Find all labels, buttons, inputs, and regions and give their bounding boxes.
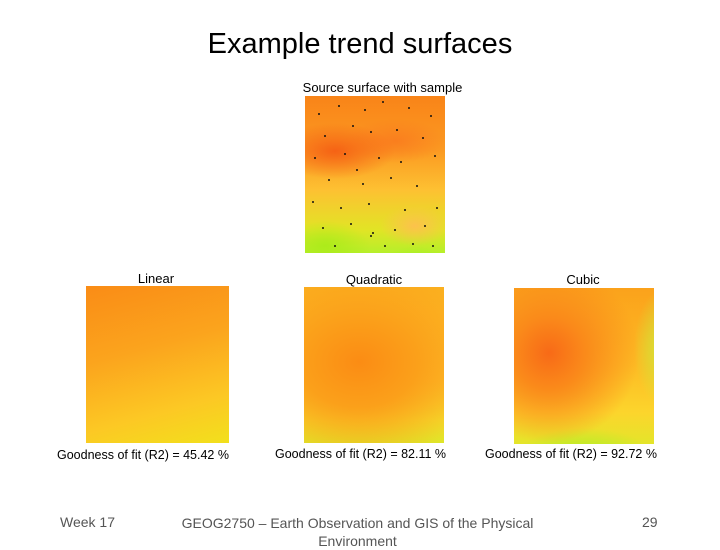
footer-page-number: 29: [642, 514, 658, 530]
footer-course-line1: GEOG2750 – Earth Observation and GIS of …: [181, 515, 534, 531]
slide-title: Example trend surfaces: [207, 28, 513, 60]
cubic-fit-text: Goodness of fit (R2) = 92.72 %: [485, 447, 657, 461]
quadratic-fit-text: Goodness of fit (R2) = 82.11 %: [275, 447, 447, 461]
quadratic-label: Quadratic: [345, 272, 403, 287]
quadratic-surface-image: [304, 287, 444, 443]
footer-course: GEOG2750 – Earth Observation and GIS of …: [165, 514, 550, 550]
linear-fit-text: Goodness of fit (R2) = 45.42 %: [57, 448, 229, 462]
sample-points: [312, 101, 438, 247]
source-caption-line1: Source surface with sample: [302, 80, 463, 95]
cubic-surface-image: [514, 288, 654, 444]
source-surface-image: [305, 96, 445, 253]
cubic-label: Cubic: [566, 272, 600, 287]
footer-week: Week 17: [60, 514, 115, 530]
linear-surface-image: [86, 286, 229, 443]
linear-label: Linear: [137, 271, 175, 286]
footer-course-line2: Environment: [318, 533, 397, 549]
